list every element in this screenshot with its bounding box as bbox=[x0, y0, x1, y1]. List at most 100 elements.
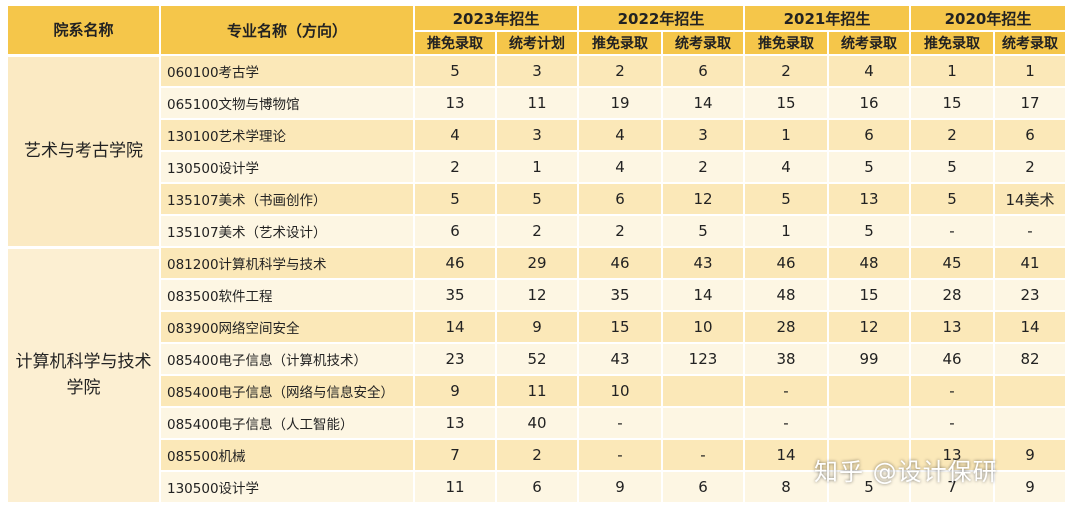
count-cell: 9 bbox=[414, 374, 497, 407]
major-name: 135107美术（艺术设计） bbox=[160, 214, 415, 247]
count-cell: 6 bbox=[414, 214, 497, 247]
table-row: 085400电子信息（网络与信息安全） 9 11 10 - - bbox=[8, 374, 1067, 407]
count-cell: 5 bbox=[828, 214, 911, 247]
count-cell bbox=[828, 438, 911, 471]
major-name: 085400电子信息（人工智能） bbox=[160, 406, 415, 439]
subheader: 统考录取 bbox=[662, 31, 745, 55]
count-cell bbox=[662, 406, 745, 439]
count-cell: 46 bbox=[744, 246, 829, 279]
count-cell: 13 bbox=[910, 438, 995, 471]
table-row: 130500设计学 11 6 9 6 8 5 7 9 bbox=[8, 470, 1067, 502]
count-cell: - bbox=[994, 214, 1067, 247]
major-name: 135107美术（书画创作） bbox=[160, 182, 415, 215]
count-cell: 3 bbox=[496, 54, 579, 87]
count-cell: 1 bbox=[744, 118, 829, 151]
count-cell: 14 bbox=[994, 310, 1067, 343]
table-row: 083500软件工程 35 12 35 14 48 15 28 23 bbox=[8, 278, 1067, 311]
count-cell: 2 bbox=[910, 118, 995, 151]
count-cell: 5 bbox=[828, 150, 911, 183]
count-cell: 5 bbox=[414, 54, 497, 87]
count-cell: 1 bbox=[744, 214, 829, 247]
table-row: 135107美术（书画创作） 5 5 6 12 5 13 5 14美术 bbox=[8, 182, 1067, 215]
count-cell: 17 bbox=[994, 86, 1067, 119]
count-cell: 14美术 bbox=[994, 182, 1067, 215]
count-cell: 2 bbox=[578, 214, 663, 247]
count-cell bbox=[994, 406, 1067, 439]
count-cell: 123 bbox=[662, 342, 745, 375]
count-cell: 35 bbox=[578, 278, 663, 311]
count-cell: 13 bbox=[828, 182, 911, 215]
table-row: 085500机械 7 2- -14 13 9 bbox=[8, 438, 1067, 471]
count-cell: 2 bbox=[662, 150, 745, 183]
count-cell: 10 bbox=[578, 374, 663, 407]
count-cell: 40 bbox=[496, 406, 579, 439]
header-major: 专业名称（方向） bbox=[160, 6, 415, 56]
table-row: 130500设计学 2 1 4 2 4 5 5 2 bbox=[8, 150, 1067, 183]
count-cell: - bbox=[910, 214, 995, 247]
count-cell: - bbox=[578, 406, 663, 439]
count-cell: 15 bbox=[910, 86, 995, 119]
major-name: 085500机械 bbox=[160, 438, 415, 471]
count-cell: 2 bbox=[578, 54, 663, 87]
header-dept: 院系名称 bbox=[8, 6, 161, 56]
count-cell: 45 bbox=[910, 246, 995, 279]
table-row: 085400电子信息（计算机技术） 23 52 43 123 38 99 46 82 bbox=[8, 342, 1067, 375]
dept-name: 计算机科学与技术学院 bbox=[8, 245, 161, 502]
count-cell: 4 bbox=[828, 54, 911, 87]
count-cell: 2 bbox=[994, 150, 1067, 183]
count-cell: 13 bbox=[910, 310, 995, 343]
count-cell bbox=[662, 374, 745, 407]
count-cell: 1 bbox=[910, 54, 995, 87]
count-cell: 38 bbox=[744, 342, 829, 375]
count-cell: 2 bbox=[496, 214, 579, 247]
count-cell bbox=[828, 406, 911, 439]
major-name: 081200计算机科学与技术 bbox=[160, 246, 415, 279]
count-cell: 9 bbox=[994, 470, 1067, 502]
count-cell: 12 bbox=[496, 278, 579, 311]
count-cell: 6 bbox=[578, 182, 663, 215]
count-cell: 9 bbox=[578, 470, 663, 502]
count-cell: 12 bbox=[662, 182, 745, 215]
count-cell: 11 bbox=[496, 86, 579, 119]
subheader: 统考录取 bbox=[994, 31, 1067, 55]
count-cell: 5 bbox=[910, 182, 995, 215]
major-name: 130500设计学 bbox=[160, 150, 415, 183]
count-cell: 5 bbox=[414, 182, 497, 215]
count-cell: 6 bbox=[662, 470, 745, 502]
count-cell: - bbox=[744, 406, 829, 439]
count-cell: 5 bbox=[744, 182, 829, 215]
count-cell: 43 bbox=[662, 246, 745, 279]
header-year-2022: 2022年招生 bbox=[578, 6, 745, 32]
count-cell bbox=[828, 374, 911, 407]
count-cell: 41 bbox=[994, 246, 1067, 279]
table-row: 艺术与考古学院 060100考古学 5 3 2 6 2 4 1 1 bbox=[8, 53, 1067, 247]
dept-name: 艺术与考古学院 bbox=[8, 53, 161, 247]
count-cell: 4 bbox=[578, 150, 663, 183]
major-name: 065100文物与博物馆 bbox=[160, 86, 415, 119]
count-cell: 8 bbox=[744, 470, 829, 502]
count-cell: 7 bbox=[910, 470, 995, 502]
subheader: 推免录取 bbox=[744, 31, 829, 55]
count-cell: 11 bbox=[414, 470, 497, 502]
count-cell: 48 bbox=[744, 278, 829, 311]
table-row: 065100文物与博物馆 13 11 19 14 15 16 15 17 bbox=[8, 86, 1067, 119]
subheader: 推免录取 bbox=[578, 31, 663, 55]
count-cell: 10 bbox=[662, 310, 745, 343]
subheader: 统考录取 bbox=[828, 31, 911, 55]
count-cell: 4 bbox=[744, 150, 829, 183]
count-cell: 2 bbox=[744, 54, 829, 87]
count-cell: 3 bbox=[496, 118, 579, 151]
count-cell: 4 bbox=[414, 118, 497, 151]
subheader: 推免录取 bbox=[910, 31, 995, 55]
count-cell: 46 bbox=[414, 246, 497, 279]
count-cell: 7 bbox=[414, 438, 497, 471]
major-name: 083900网络空间安全 bbox=[160, 310, 415, 343]
major-name: 130100艺术学理论 bbox=[160, 118, 415, 151]
count-cell: 11 bbox=[496, 374, 579, 407]
table-row: 083900网络空间安全 14 9 15 10 28 12 13 14 bbox=[8, 310, 1067, 343]
admissions-table: 院系名称 专业名称（方向） 2023年招生 2022年招生 2021年招生 20… bbox=[8, 6, 1067, 502]
major-name: 083500软件工程 bbox=[160, 278, 415, 311]
table-row: 135107美术（艺术设计） 6 2 2 5 1 5- - bbox=[8, 214, 1067, 247]
count-cell: 5 bbox=[496, 182, 579, 215]
subheader: 统考计划 bbox=[496, 31, 579, 55]
